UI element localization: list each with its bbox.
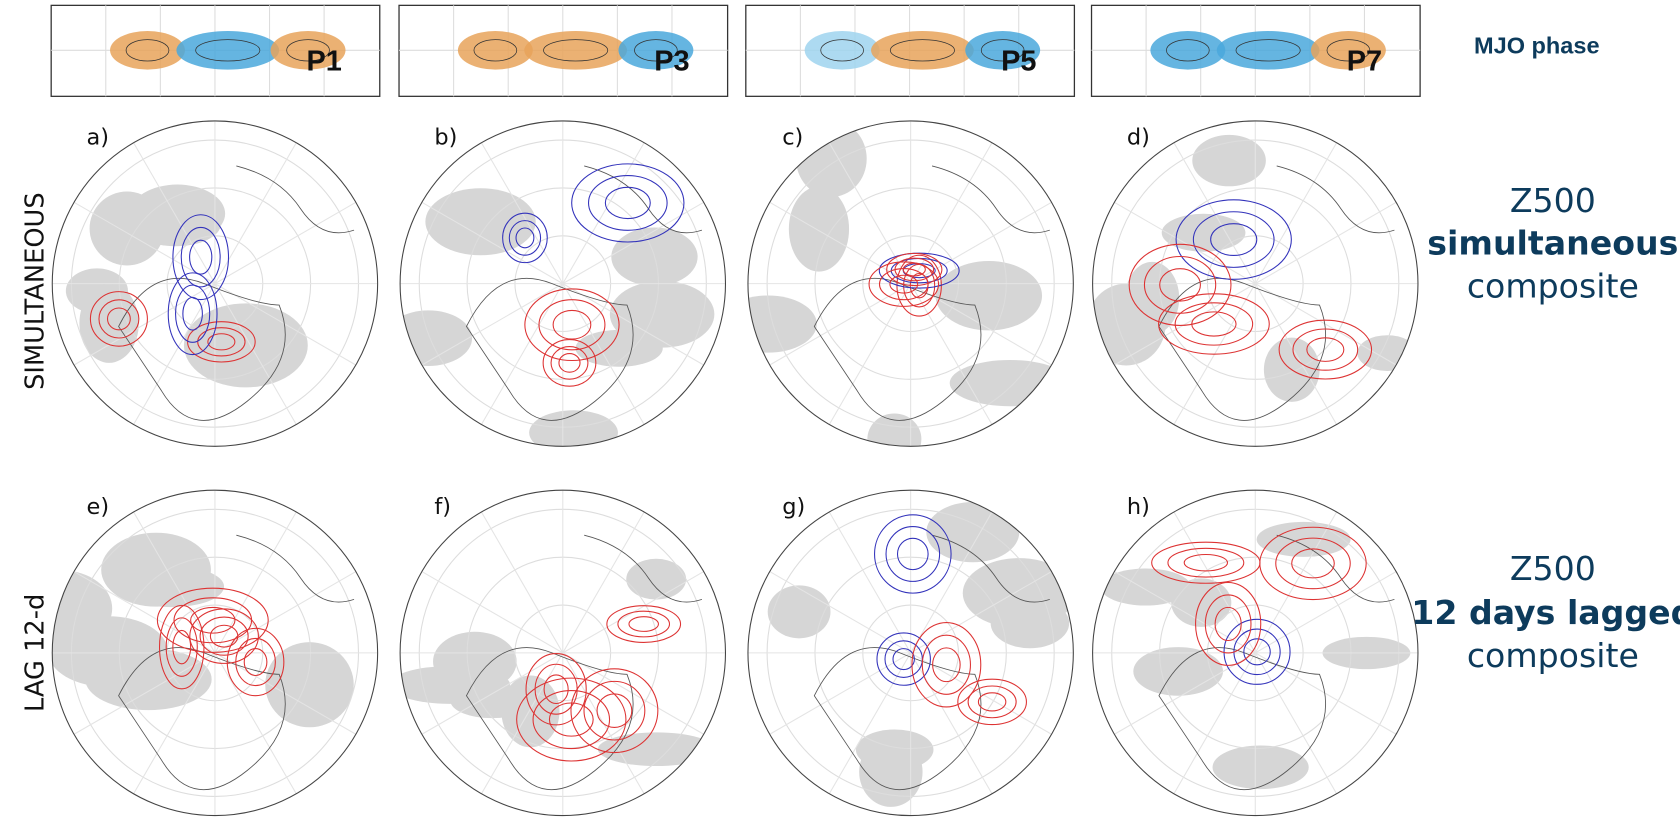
significance-shading (265, 642, 353, 727)
polar-map: g) (748, 490, 1076, 815)
panel-letter: e) (87, 494, 110, 520)
significance-shading (1213, 745, 1309, 789)
significance-shading (385, 310, 472, 366)
panel-letter: c) (782, 124, 803, 150)
anomaly (871, 31, 974, 70)
map-content (1093, 490, 1418, 815)
panel-letter: f) (434, 494, 451, 520)
polar-map: h) (1093, 490, 1418, 815)
map-content (389, 490, 725, 815)
anomaly (1150, 31, 1225, 70)
page: {"header":{"phases":["P1","P3","P5","P7"… (0, 0, 1680, 822)
significance-shading (867, 413, 921, 464)
panel-letter: g) (782, 494, 805, 520)
map-content (385, 121, 726, 455)
row-label: SIMULTANEOUS (21, 192, 51, 390)
significance-shading (529, 410, 618, 455)
phase-panel: P1 (51, 5, 380, 96)
significance-shading (451, 684, 534, 718)
caption: Z500 (1510, 181, 1596, 220)
caption: composite (1467, 636, 1639, 675)
phase-strips: P1 P3 P5 P7 (51, 5, 1420, 96)
caption: composite (1467, 267, 1639, 306)
anomaly (110, 31, 185, 70)
map-content (1087, 121, 1418, 446)
maps: a) b) c) d) e) f) g) h) (11, 120, 1418, 815)
polar-map: d) (1087, 121, 1418, 446)
phase-label: P7 (1347, 46, 1382, 78)
polar-map: b) (385, 121, 726, 455)
significance-shading (768, 585, 831, 638)
polar-map: f) (389, 490, 725, 815)
phase-label: P3 (654, 46, 689, 78)
significance-shading (936, 261, 1042, 330)
significance-shading (1087, 284, 1166, 366)
anomaly (805, 31, 880, 70)
map-content (52, 121, 377, 446)
anomaly (176, 31, 279, 70)
significance-shading (610, 281, 715, 348)
map-content (719, 120, 1073, 464)
panel-letter: a) (87, 124, 110, 150)
significance-shading (48, 616, 168, 687)
phase-label: P5 (1001, 46, 1036, 78)
panel-letter: d) (1127, 124, 1150, 150)
anomaly (458, 31, 533, 70)
panel-letter: h) (1127, 494, 1150, 520)
caption: simultaneous (1427, 224, 1678, 263)
figure: P1 P3 P5 P7 a) b) c) d) e) f) g) h) MJO phase SIMU… (0, 0, 1680, 822)
panel-letter: b) (434, 124, 457, 150)
phase-panel: P7 (1092, 5, 1421, 96)
caption: 12 days lagged (1411, 593, 1680, 632)
map-content (11, 490, 378, 815)
significance-shading (1171, 578, 1231, 626)
significance-shading (991, 598, 1070, 648)
polar-map: a) (52, 121, 377, 446)
polar-map: c) (719, 120, 1073, 464)
significance-shading (626, 559, 686, 600)
phase-panel: P5 (746, 5, 1075, 96)
phase-panel: P3 (399, 5, 728, 96)
legend-label: MJO phase (1474, 33, 1600, 59)
caption: Z500 (1510, 549, 1596, 588)
phase-label: P1 (306, 46, 341, 78)
anomaly (524, 31, 627, 70)
significance-shading (1133, 647, 1223, 696)
significance-shading (120, 566, 224, 607)
significance-shading (789, 186, 849, 271)
anomaly (1217, 31, 1320, 70)
polar-map: e) (11, 490, 378, 815)
row-label: LAG 12-d (21, 594, 51, 712)
